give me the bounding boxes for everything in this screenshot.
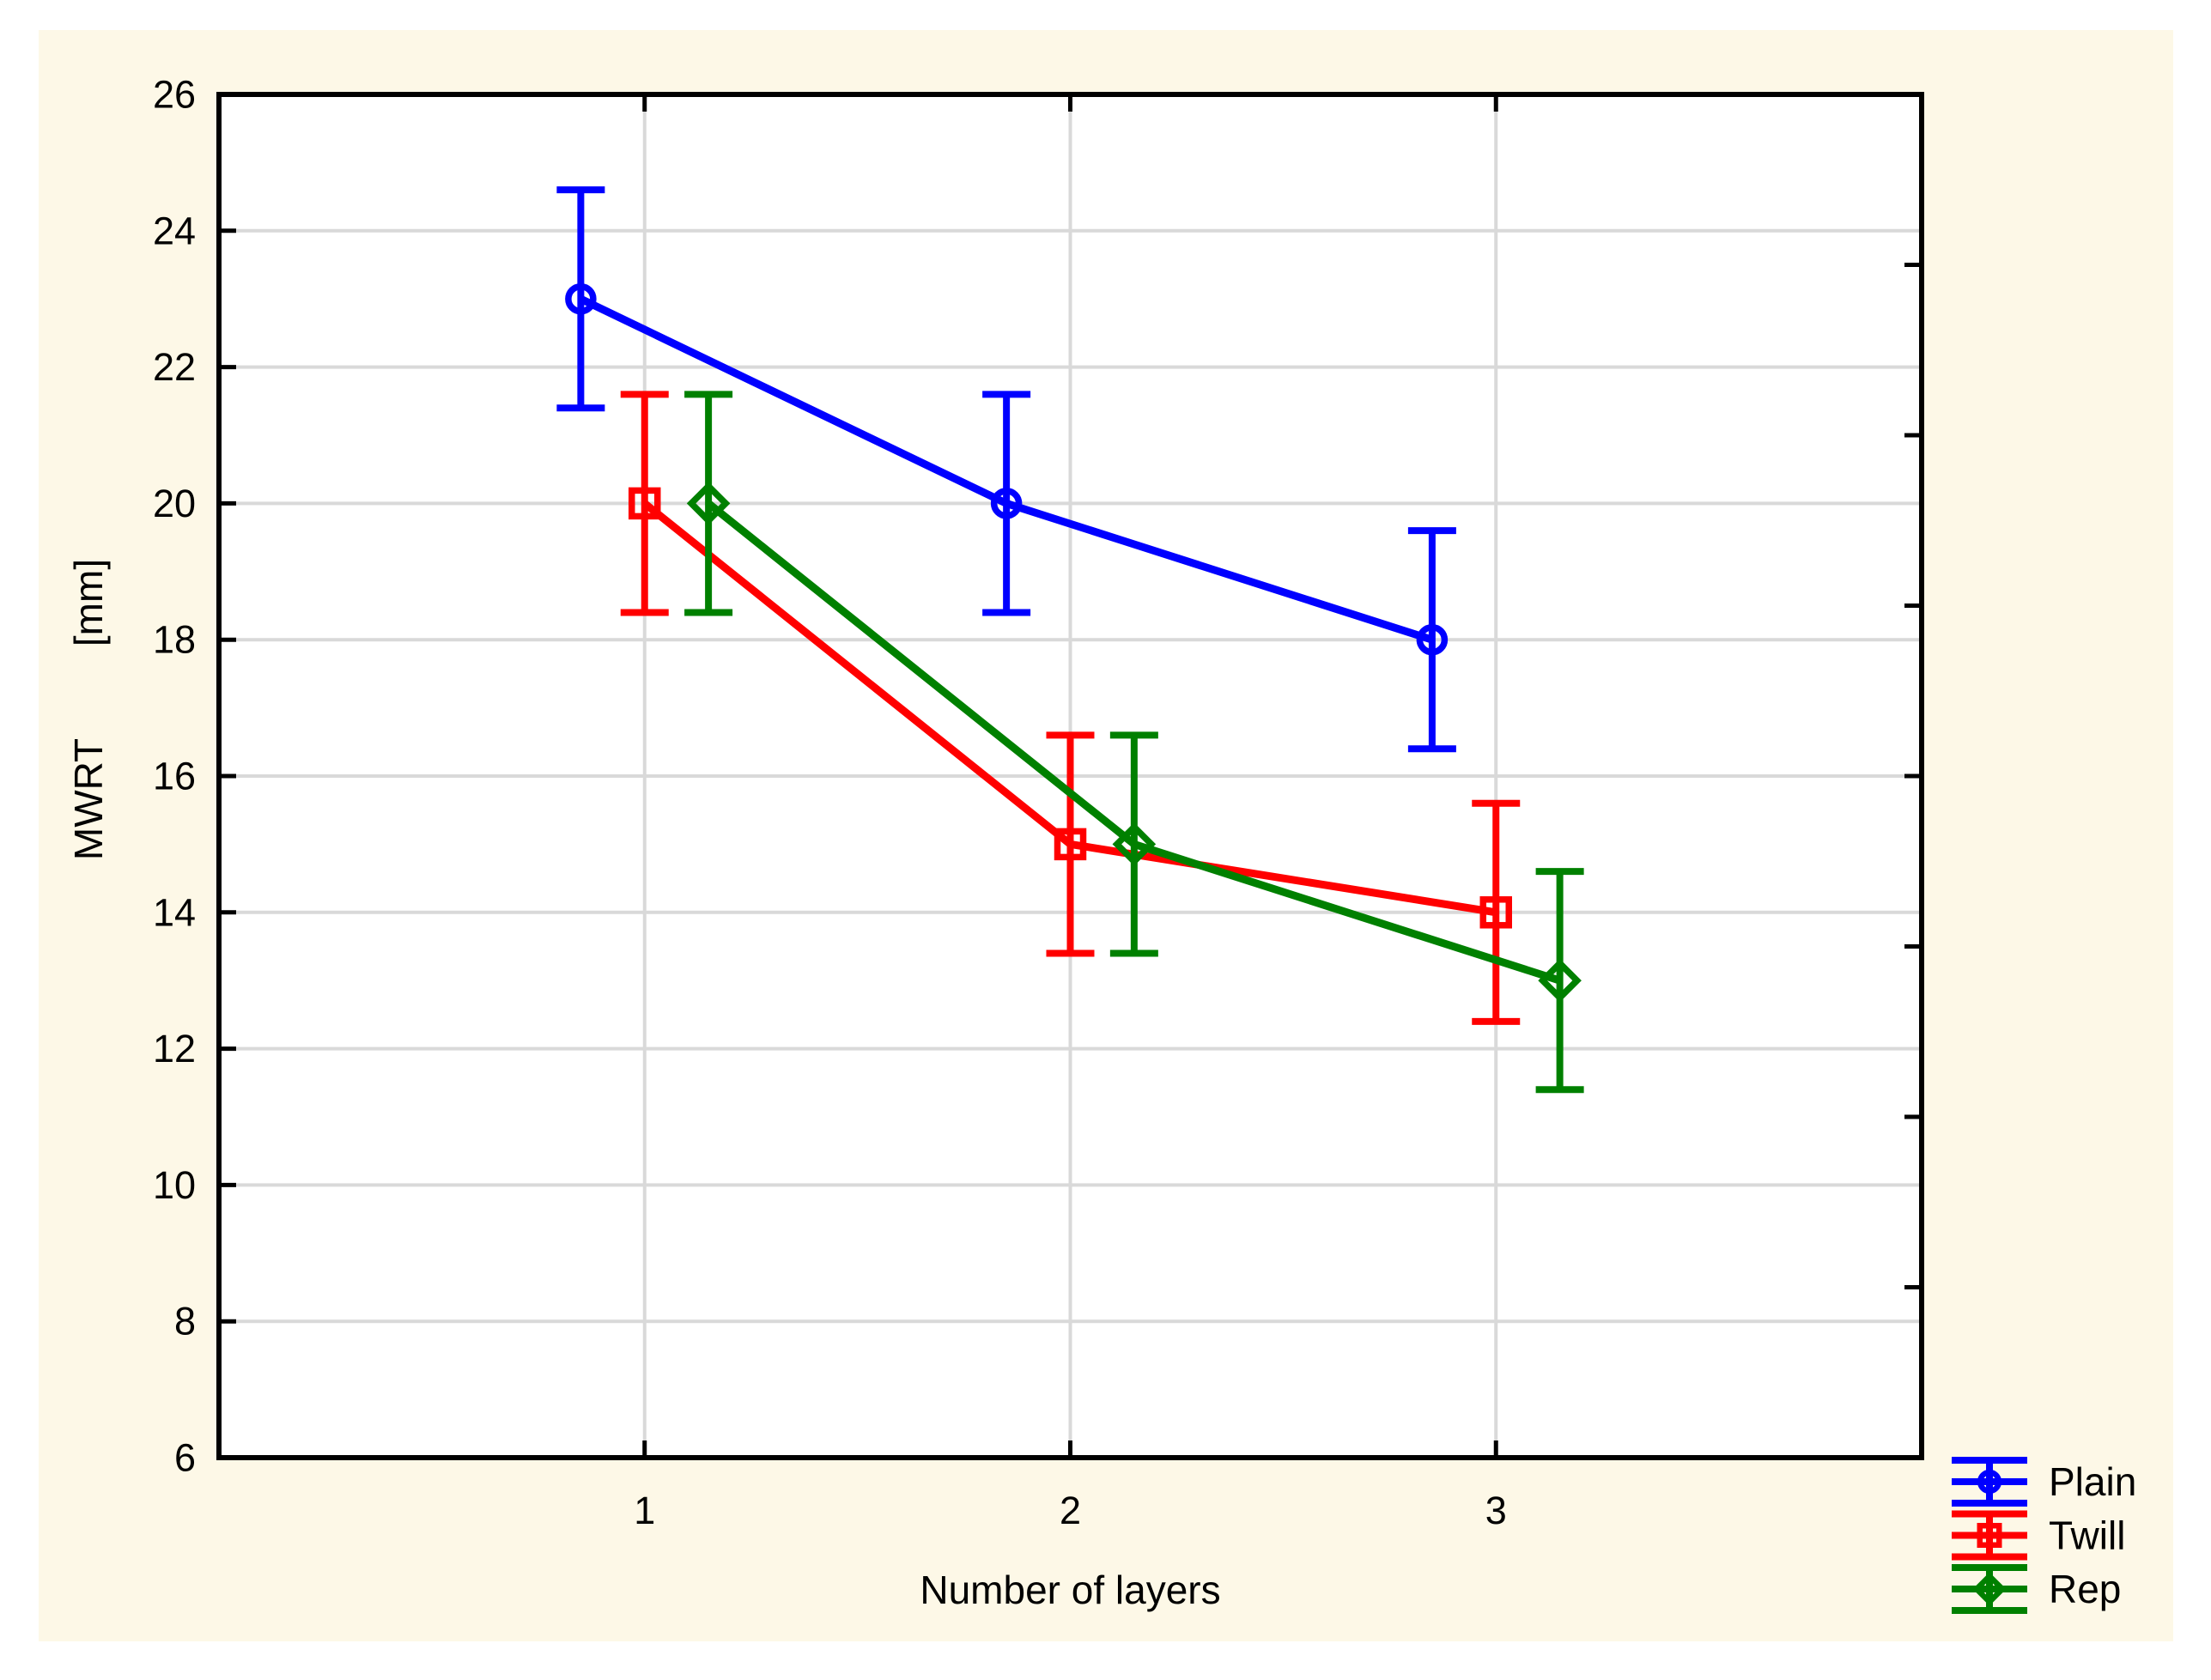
plot-frame [216,92,1924,1460]
legend-circle-marker [1977,1469,2002,1495]
series-line [579,295,1434,644]
legend-square-marker [1977,1523,2002,1548]
circle-marker [565,282,597,315]
y-tick-label-12: 12 [153,1027,196,1070]
y-axis-labels: 6 8 10 12 14 16 18 20 22 24 26 [153,73,196,1480]
square-marker [1479,896,1512,929]
y-axis-title-mwrt: MWRT [66,738,111,860]
legend-label-plain: Plain [2049,1459,2136,1504]
legend-glyph [1952,1510,2027,1561]
diamond-marker [686,482,731,525]
y-tick-label-26: 26 [153,73,196,117]
diamond-marker [1112,822,1157,866]
series-line [706,500,1561,985]
y-tick-label-10: 10 [153,1163,196,1207]
legend: Plain Twill Rep [1952,1457,2136,1614]
legend-item-twill: Twill [1952,1510,2125,1561]
y-tick-label-18: 18 [153,618,196,662]
series-rep [684,391,1584,1094]
x-axis-title: Number of layers [920,1568,1220,1612]
y-axis-title-unit: [mm] [66,559,111,646]
diamond-marker [1538,958,1582,1003]
y-tick-label-20: 20 [153,482,196,525]
x-tick-label-1: 1 [634,1489,655,1532]
y-tick-label-16: 16 [153,755,196,798]
circle-marker [990,488,1023,519]
square-marker [629,487,661,520]
legend-glyph [1952,1457,2027,1507]
x-tick-label-2: 2 [1060,1489,1081,1532]
y-tick-label-24: 24 [153,209,196,252]
legend-item-rep: Rep [1952,1564,2121,1614]
legend-item-plain: Plain [1952,1457,2136,1507]
y-tick-label-6: 6 [174,1436,196,1480]
circle-marker [1416,623,1449,656]
legend-diamond-marker [1972,1572,2007,1606]
square-marker [1054,828,1087,861]
x-tick-label-3: 3 [1485,1489,1507,1532]
series-twill [620,391,1521,1025]
legend-label-twill: Twill [2049,1513,2125,1558]
legend-label-rep: Rep [2049,1567,2121,1611]
y-tick-label-22: 22 [153,345,196,389]
series-line [641,500,1497,917]
y-tick-label-14: 14 [153,890,196,934]
y-tick-label-8: 8 [174,1300,196,1343]
x-axis-labels: 1 2 3 [634,1489,1507,1532]
series-plain [556,186,1456,753]
